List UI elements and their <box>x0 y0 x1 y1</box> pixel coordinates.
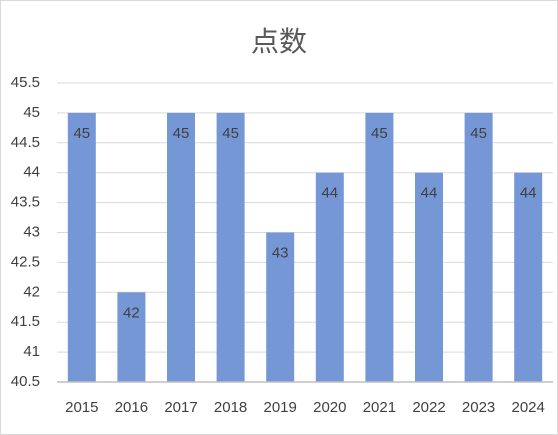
bar <box>315 172 344 382</box>
data-label: 45 <box>222 125 239 142</box>
y-tick-label: 43 <box>23 223 40 240</box>
bar <box>266 232 295 382</box>
bar <box>167 112 195 383</box>
data-label: 44 <box>520 185 537 202</box>
y-tick-label: 42 <box>23 283 40 300</box>
bar <box>117 292 146 382</box>
x-tick-label: 2022 <box>412 399 445 416</box>
y-tick-label: 44 <box>23 164 40 181</box>
bar <box>514 172 543 382</box>
data-label: 44 <box>321 185 338 202</box>
y-tick-label: 45.5 <box>11 74 40 91</box>
x-tick-label: 2020 <box>313 399 346 416</box>
y-tick-label: 40.5 <box>11 373 40 390</box>
data-label: 42 <box>123 304 140 321</box>
data-label: 45 <box>73 125 90 142</box>
y-tick-label: 41 <box>23 343 40 360</box>
data-label: 45 <box>470 125 487 142</box>
x-tick-label: 2016 <box>115 399 148 416</box>
data-label: 45 <box>371 125 388 142</box>
bar <box>415 172 443 382</box>
bar <box>464 112 493 383</box>
data-label: 45 <box>173 125 190 142</box>
x-tick-label: 2018 <box>214 399 247 416</box>
x-tick-label: 2021 <box>363 399 396 416</box>
y-tick-label: 44.5 <box>11 134 40 151</box>
bar <box>67 112 96 383</box>
x-tick-label: 2019 <box>264 399 297 416</box>
x-tick-label: 2023 <box>462 399 495 416</box>
chart-title: 点数 <box>251 25 307 58</box>
x-tick-label: 2015 <box>65 399 98 416</box>
y-tick-label: 41.5 <box>11 313 40 330</box>
x-tick-label: 2017 <box>164 399 197 416</box>
x-tick-label: 2024 <box>512 399 545 416</box>
bar <box>365 112 394 383</box>
y-tick-label: 42.5 <box>11 253 40 270</box>
y-tick-label: 45 <box>23 104 40 121</box>
data-label: 44 <box>421 185 438 202</box>
bar <box>216 112 245 383</box>
data-label: 43 <box>272 244 289 261</box>
y-tick-label: 43.5 <box>11 194 40 211</box>
